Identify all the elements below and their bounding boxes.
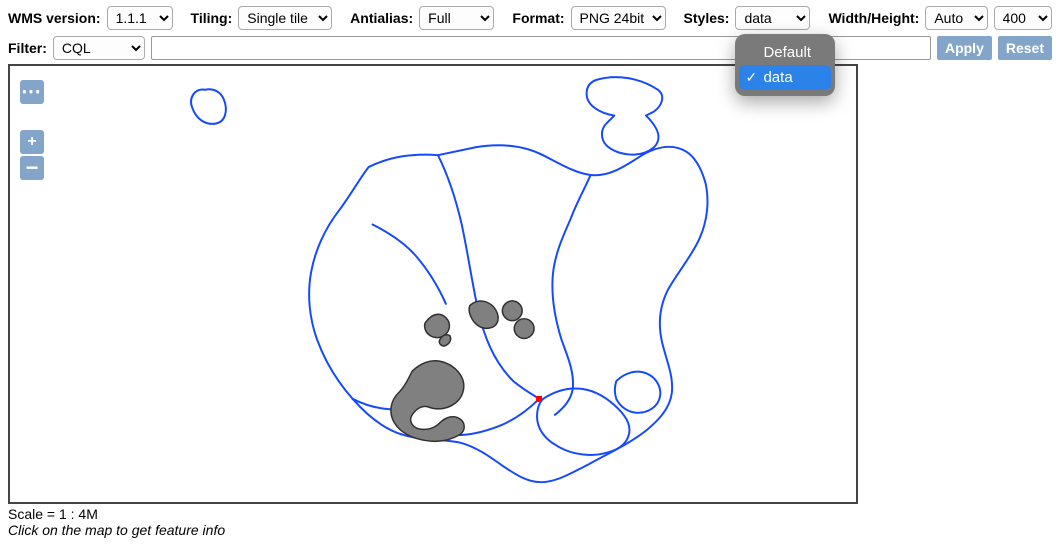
width-height-label: Width/Height: [828, 10, 919, 26]
styles-dropdown-menu[interactable]: Default ✓ data [735, 34, 835, 96]
check-icon: ✓ [745, 69, 757, 86]
tiling-label: Tiling: [191, 10, 233, 26]
reset-button[interactable]: Reset [998, 36, 1052, 60]
tiling-select[interactable]: Single tileTiled [238, 6, 332, 30]
scale-text: Scale = 1 : 4M [8, 506, 1052, 522]
width-select[interactable]: Auto [925, 6, 987, 30]
map-container[interactable]: ⋯ + − [8, 64, 858, 504]
wms-version-select[interactable]: 1.1.11.3.0 [107, 6, 173, 30]
format-label: Format: [512, 10, 564, 26]
filter-label: Filter: [8, 40, 47, 56]
toolbar-row-2: Filter: CQLOGCFeatureID Apply Reset [8, 36, 1052, 60]
hint-text: Click on the map to get feature info [8, 522, 1052, 538]
map-menu-button[interactable]: ⋯ [20, 80, 44, 104]
styles-option-label: Default [763, 44, 811, 61]
wms-version-label: WMS version: [8, 10, 101, 26]
zoom-out-button[interactable]: − [20, 156, 44, 180]
styles-label: Styles: [684, 10, 730, 26]
zoom-in-button[interactable]: + [20, 130, 44, 154]
styles-select[interactable]: Defaultdata [735, 6, 810, 30]
styles-option-data[interactable]: ✓ data [739, 65, 831, 90]
antialias-select[interactable]: FullTextNone [419, 6, 494, 30]
apply-button[interactable]: Apply [937, 36, 992, 60]
height-select[interactable]: 400 [994, 6, 1052, 30]
filter-type-select[interactable]: CQLOGCFeatureID [53, 36, 145, 60]
styles-option-label: data [763, 69, 792, 86]
styles-option-default[interactable]: Default [739, 40, 831, 65]
toolbar-row-1: WMS version: 1.1.11.3.0 Tiling: Single t… [8, 6, 1052, 30]
map-svg[interactable] [10, 66, 856, 502]
format-select[interactable]: PNG 24bitPNG 8bitJPEGGIF [571, 6, 666, 30]
antialias-label: Antialias: [350, 10, 413, 26]
